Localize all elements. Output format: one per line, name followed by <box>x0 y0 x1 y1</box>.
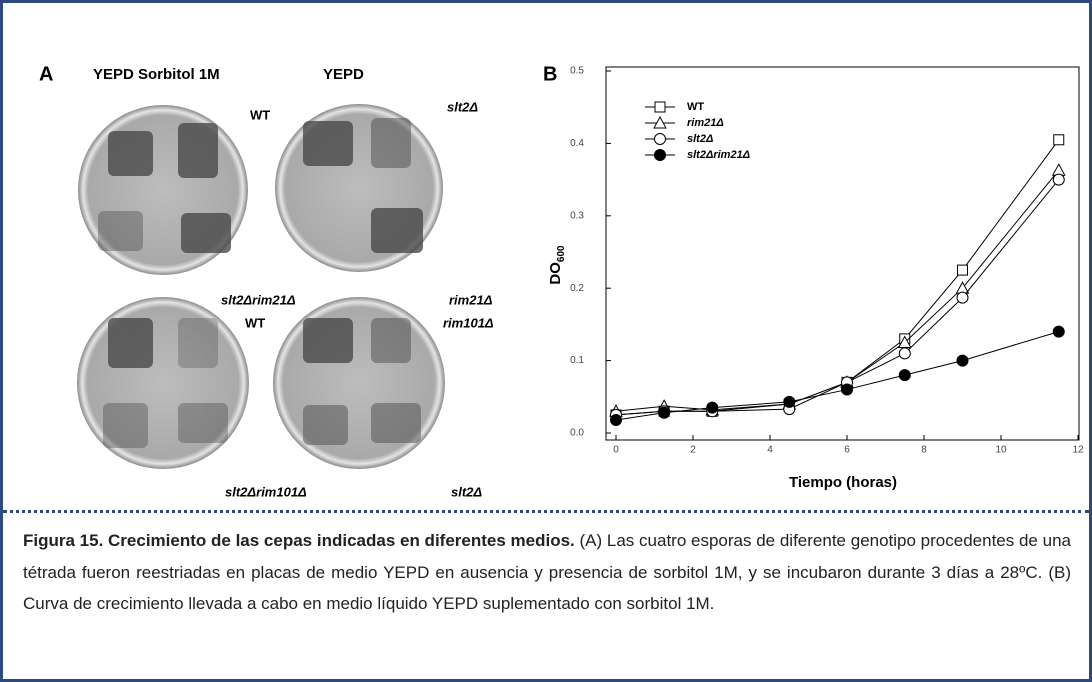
marker <box>783 395 796 408</box>
marker <box>955 281 970 294</box>
marker <box>898 369 911 382</box>
marker <box>898 347 911 360</box>
x-tick-label: 2 <box>690 445 696 456</box>
strain-label: slt2Δrim21Δ <box>221 292 296 307</box>
legend-label: slt2Δ <box>687 133 713 145</box>
strain-label: slt2Δ <box>447 99 478 114</box>
legend-marker <box>653 115 667 129</box>
x-tick-label: 12 <box>1072 445 1084 456</box>
streaks <box>98 118 423 448</box>
x-tick-label: 4 <box>767 445 773 456</box>
x-tick-label: 6 <box>844 445 850 456</box>
strain-label: slt2Δrim101Δ <box>225 484 307 499</box>
marker <box>1051 163 1066 176</box>
caption: Figura 15. Crecimiento de las cepas indi… <box>23 525 1071 620</box>
marker <box>956 291 969 304</box>
y-tick-label: 0.2 <box>570 283 584 294</box>
legend-marker <box>654 149 666 161</box>
marker <box>957 264 968 276</box>
plate <box>77 297 249 469</box>
legend-label: slt2Δrim21Δ <box>687 149 750 161</box>
legend-label: rim21Δ <box>687 117 724 129</box>
y-tick-label: 0.0 <box>570 428 584 439</box>
y-tick-label: 0.3 <box>570 210 584 221</box>
y-label-subscript: 600 <box>556 245 567 262</box>
x-tick-label: 8 <box>921 445 927 456</box>
marker <box>610 413 622 426</box>
plate <box>273 297 445 469</box>
strain-label: WT <box>245 315 265 330</box>
series-line <box>615 331 1059 421</box>
divider <box>3 510 1089 513</box>
strain-label: slt2Δ <box>451 484 482 499</box>
series-line <box>615 139 1060 416</box>
marker <box>658 406 671 419</box>
marker <box>841 383 853 396</box>
strain-label: WT <box>250 107 270 122</box>
plate-header: YEPD <box>323 66 364 83</box>
marker <box>956 354 969 367</box>
y-tick-label: 0.1 <box>570 355 584 366</box>
marker <box>1053 134 1065 146</box>
x-tick-label: 10 <box>995 445 1007 456</box>
series-line <box>615 169 1060 412</box>
legend-label: WT <box>687 101 704 113</box>
marker <box>1052 325 1065 338</box>
caption-text: (A) Las cuatro esporas de diferente geno… <box>23 531 1071 613</box>
panel-letter: A <box>39 63 53 85</box>
marker <box>706 401 719 414</box>
legend-marker <box>654 133 666 145</box>
strain-label: rim21Δ <box>449 292 493 307</box>
y-tick-label: 0.4 <box>570 138 584 149</box>
x-tick-label: 0 <box>613 445 619 456</box>
figure: A YEPD Sorbitol 1M YEPD WT slt2Δ slt2Δri… <box>39 63 1084 499</box>
y-tick-label: 0.5 <box>570 66 584 77</box>
strain-label: rim101Δ <box>443 315 494 330</box>
y-axis-label: DO600 <box>547 245 567 285</box>
caption-title: Figura 15. Crecimiento de las cepas indi… <box>23 531 575 550</box>
panel-letter: B <box>543 63 557 85</box>
series-line <box>615 179 1060 416</box>
x-axis-label: Tiempo (horas) <box>789 474 897 491</box>
legend-marker <box>654 101 666 113</box>
plate-header: YEPD Sorbitol 1M <box>93 66 220 83</box>
y-label-main: DO <box>547 262 564 285</box>
marker <box>1052 173 1065 186</box>
plot-frame <box>605 66 1080 441</box>
plates <box>77 104 445 469</box>
